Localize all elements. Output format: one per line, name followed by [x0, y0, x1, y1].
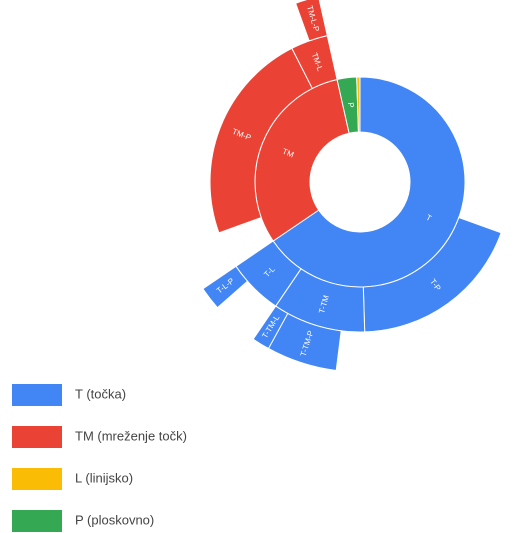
segment [202, 265, 249, 309]
segment-label: P [346, 102, 356, 108]
legend-label: TM (mreženje točk) [75, 428, 187, 443]
legend-swatch [12, 426, 62, 448]
legend-swatch [12, 468, 62, 490]
legend-swatch [12, 384, 62, 406]
segment [356, 76, 361, 133]
segment [295, 0, 328, 42]
legend-label: L (linijsko) [75, 470, 133, 485]
legend-swatch [12, 510, 62, 532]
segment [235, 240, 302, 307]
legend-label: P (ploskovno) [75, 512, 154, 527]
segment-label: T [424, 213, 433, 223]
legend-label: T (točka) [75, 386, 126, 401]
segment-label: TM [281, 147, 295, 160]
